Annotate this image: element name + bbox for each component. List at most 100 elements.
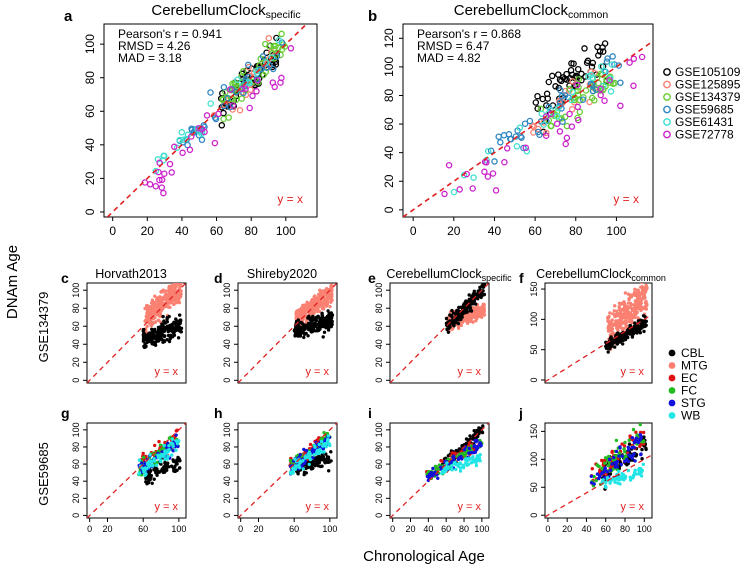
y-tick-label: 80 <box>222 303 232 313</box>
data-point-mtg <box>170 278 173 281</box>
data-point-mtg <box>636 302 640 306</box>
x-tick-label: 0 <box>87 524 92 534</box>
data-point-wb <box>162 452 167 456</box>
data-point-cbl <box>632 324 636 329</box>
data-point-cbl <box>326 460 330 464</box>
data-point-cbl <box>169 335 173 339</box>
data-point-mtg <box>167 291 171 296</box>
plot-frame <box>544 282 653 384</box>
data-point-cbl <box>296 318 300 322</box>
data-point-wb <box>301 467 305 471</box>
data-point-mtg <box>619 302 623 306</box>
data-point-gse72778 <box>211 139 219 147</box>
legend-label-gse125895: GSE125895 <box>675 78 741 92</box>
data-point-mtg <box>179 279 182 282</box>
data-point-mtg <box>475 307 479 311</box>
y-tick-label: 0 <box>222 378 232 383</box>
data-point-mtg <box>144 314 148 319</box>
data-point-gse59685 <box>491 158 498 165</box>
data-point-mtg <box>143 319 147 323</box>
data-point-stg <box>635 439 640 444</box>
x-tick-label: 60 <box>601 524 611 534</box>
plot-frame <box>86 282 187 384</box>
data-point-cbl <box>330 313 334 317</box>
data-point-cbl <box>157 338 161 343</box>
data-point-gse134379 <box>262 68 270 76</box>
y-tick-label: 100 <box>71 422 81 437</box>
data-point-cbl <box>153 343 158 347</box>
data-point-stg <box>600 471 604 476</box>
data-point-gse134379 <box>561 113 569 121</box>
y-tick-label: 40 <box>374 339 384 349</box>
data-point-cbl <box>627 442 632 446</box>
data-point-stg <box>143 462 147 466</box>
data-point-cbl <box>482 292 487 297</box>
data-point-gse72778 <box>158 176 166 184</box>
data-point-gse61431 <box>513 143 521 150</box>
data-point-cbl <box>630 335 635 339</box>
data-point-mtg <box>305 300 309 304</box>
data-point-wb <box>608 481 612 485</box>
data-point-wb <box>313 445 317 449</box>
data-point-wb <box>152 459 157 463</box>
data-point-mtg <box>615 325 619 330</box>
data-point-fc <box>623 440 627 445</box>
data-point-cbl <box>153 341 157 345</box>
data-point-stg <box>589 474 593 478</box>
data-point-wb <box>301 459 305 463</box>
y-tick-label: 60 <box>222 321 232 331</box>
data-point-stg <box>436 476 440 480</box>
data-point-gse134379 <box>238 95 246 102</box>
data-point-gse59685 <box>561 92 569 99</box>
data-point-ec <box>153 443 157 448</box>
data-point-gse72778 <box>161 170 168 177</box>
panel-stat: Pearson's r = 0.868 <box>417 27 521 41</box>
data-point-gse72778 <box>171 143 178 151</box>
data-point-gse72778 <box>215 110 222 118</box>
data-point-stg <box>597 476 601 481</box>
data-point-gse72778 <box>617 102 624 110</box>
data-point-cbl <box>147 479 151 484</box>
data-point-cbl <box>467 297 471 301</box>
data-point-mtg <box>176 297 180 302</box>
data-point-cbl <box>141 339 146 343</box>
data-point-cbl <box>176 336 181 340</box>
identity-label: y = x <box>613 192 639 206</box>
x-tick-label: 60 <box>138 524 148 534</box>
data-point-stg <box>429 474 433 478</box>
y-tick-label: 100 <box>222 422 232 437</box>
data-point-cbl <box>160 323 165 327</box>
data-point-wb <box>307 462 311 467</box>
data-point-cbl <box>175 461 179 465</box>
data-point-cbl <box>162 319 166 323</box>
data-point-fc <box>463 452 467 456</box>
data-point-gse59685 <box>232 88 240 96</box>
data-point-cbl <box>633 328 637 333</box>
data-point-cbl <box>326 455 331 459</box>
identity-label: y = x <box>457 366 481 378</box>
data-point-wb <box>475 454 479 458</box>
data-point-mtg <box>159 289 164 294</box>
data-point-mtg <box>164 289 168 293</box>
data-point-wb <box>622 478 626 482</box>
plot-frame <box>402 23 654 218</box>
data-point-mtg <box>627 319 632 324</box>
y-tick-label: 20 <box>71 357 81 367</box>
data-point-mtg <box>156 303 160 307</box>
data-point-gse59685 <box>587 80 595 88</box>
data-point-mtg <box>296 309 300 314</box>
data-point-stg <box>632 452 636 456</box>
data-point-mtg <box>606 326 610 330</box>
identity-line <box>106 24 308 217</box>
legend-label-gse105109: GSE105109 <box>675 65 741 79</box>
data-point-cbl <box>322 330 327 334</box>
data-point-mtg <box>617 305 621 309</box>
data-point-cbl <box>317 328 321 332</box>
data-point-stg <box>634 436 638 440</box>
panel-letter: e <box>368 270 376 286</box>
data-point-cbl <box>455 308 459 313</box>
x-tick-label: 60 <box>528 224 542 238</box>
data-point-mtg <box>629 295 634 299</box>
data-point-mtg <box>633 287 637 291</box>
data-point-cbl <box>608 472 613 476</box>
